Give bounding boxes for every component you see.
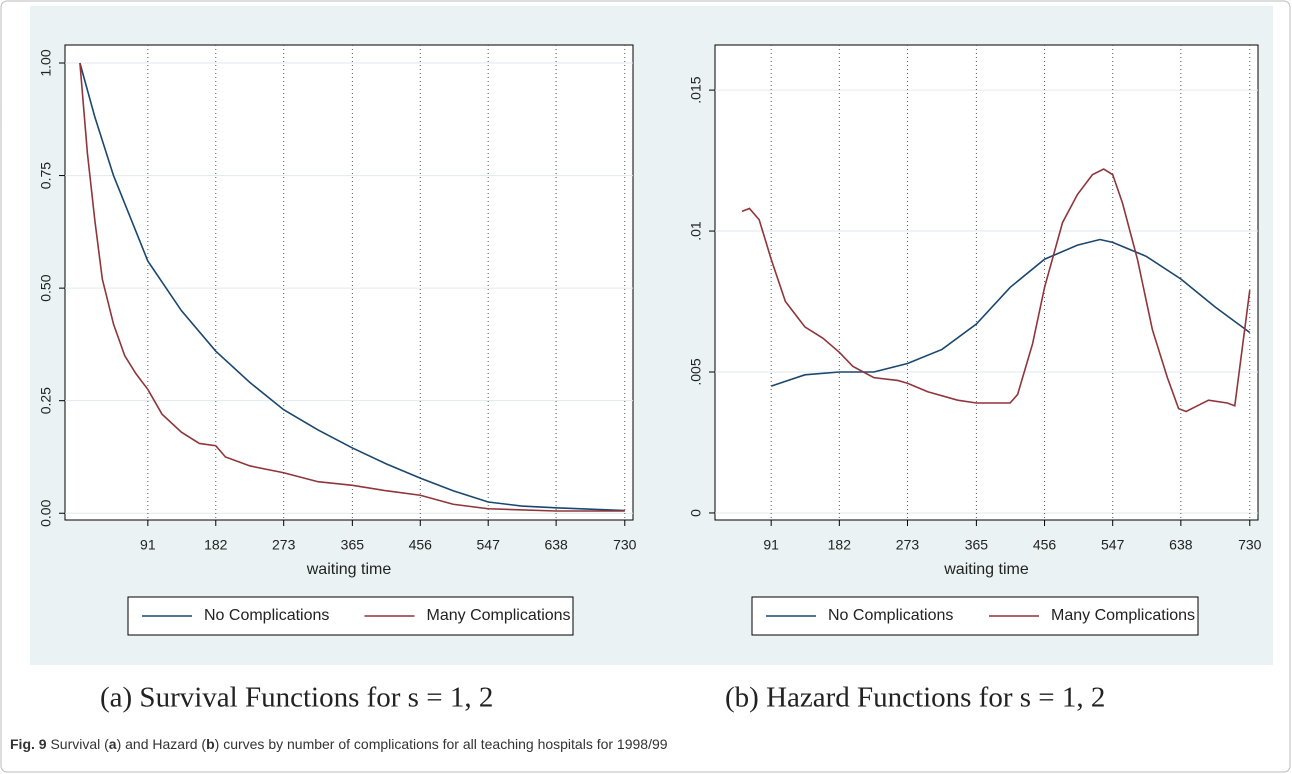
x-tick-label: 365 xyxy=(965,537,989,553)
caption-part: Survival ( xyxy=(47,736,110,752)
caption-part: a xyxy=(109,736,117,752)
y-tick-label: .005 xyxy=(688,358,704,385)
caption-part: ) curves by number of complications for … xyxy=(215,736,668,752)
x-tick-label: 638 xyxy=(1169,537,1193,553)
x-tick-label: 547 xyxy=(1101,537,1125,553)
caption-part: ) and Hazard ( xyxy=(117,736,207,752)
legend-label: Many Complications xyxy=(427,607,571,624)
series-line xyxy=(770,238,1251,387)
series-line xyxy=(741,168,1251,413)
series-line xyxy=(79,62,625,512)
x-tick-label: 182 xyxy=(828,537,852,553)
series-line xyxy=(79,62,625,512)
subcaption: (b) Hazard Functions for s = 1, 2 xyxy=(725,682,1105,714)
x-tick-label: 730 xyxy=(1238,537,1262,553)
x-tick-label: 456 xyxy=(1033,537,1057,553)
legend-label: Many Complications xyxy=(1051,607,1195,624)
plot-area xyxy=(714,44,1259,521)
x-tick-label: 182 xyxy=(204,537,228,553)
x-tick-label: 365 xyxy=(341,537,365,553)
x-tick-label: 638 xyxy=(544,537,568,553)
y-tick-label: .015 xyxy=(688,76,704,103)
y-tick-label: 1.00 xyxy=(38,49,54,76)
legend-label: No Complications xyxy=(828,607,953,624)
y-tick-label: 0.00 xyxy=(38,499,54,526)
y-tick-label: 0.50 xyxy=(38,274,54,301)
y-tick-label: 0.75 xyxy=(38,162,54,189)
x-tick-label: 273 xyxy=(896,537,920,553)
x-axis-title: waiting time xyxy=(943,561,1029,578)
legend xyxy=(127,596,574,636)
x-tick-label: 730 xyxy=(613,537,637,553)
legend xyxy=(751,596,1199,636)
x-axis-title: waiting time xyxy=(306,561,392,578)
plot-area xyxy=(64,44,634,521)
subcaption: (a) Survival Functions for s = 1, 2 xyxy=(100,682,493,714)
x-tick-label: 91 xyxy=(140,537,156,553)
y-tick-label: 0.25 xyxy=(38,387,54,414)
figure-caption: Fig. 9 Survival (a) and Hazard (b) curve… xyxy=(10,736,668,752)
caption-part: b xyxy=(206,736,215,752)
caption-part: Fig. 9 xyxy=(10,736,47,752)
x-tick-label: 273 xyxy=(272,537,296,553)
y-tick-label: .01 xyxy=(688,221,704,241)
x-tick-label: 456 xyxy=(409,537,433,553)
legend-label: No Complications xyxy=(204,607,329,624)
x-tick-label: 91 xyxy=(763,537,779,553)
x-tick-label: 547 xyxy=(477,537,501,553)
y-tick-label: 0 xyxy=(688,509,704,517)
